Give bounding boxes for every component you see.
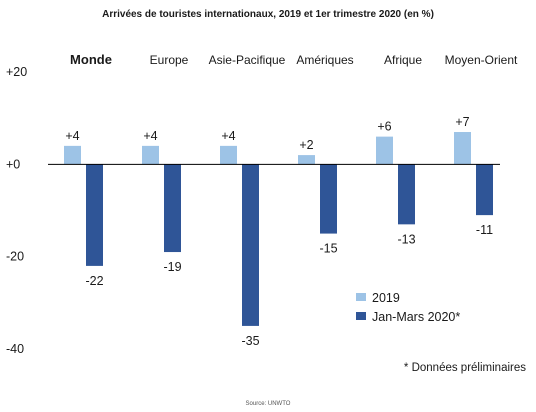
- y-tick-label: -20: [6, 250, 24, 264]
- data-labels: +4 +4 +4 +2 +6 +7 -22 -19 -35 -15 -13 -11: [65, 115, 493, 348]
- data-label: -13: [397, 232, 415, 246]
- chart-title: Arrivées de touristes internationaux, 20…: [102, 9, 434, 20]
- bar-2020: [476, 164, 493, 216]
- bar-2020: [242, 164, 259, 326]
- legend-label-2020: Jan-Mars 2020*: [372, 310, 460, 324]
- bar-2019: [64, 145, 81, 165]
- y-tick-label: +20: [6, 65, 27, 79]
- category-label: Amériques: [296, 53, 353, 67]
- y-tick-label: +0: [6, 157, 20, 171]
- data-label: -11: [476, 223, 493, 237]
- bar-2020: [164, 164, 181, 253]
- category-label: Europe: [150, 53, 189, 67]
- category-labels: Monde Europe Asie-Pacifique Amériques Afriqu…: [70, 52, 518, 67]
- legend: 2019 Jan-Mars 2020*: [356, 291, 460, 324]
- legend-label-2019: 2019: [372, 291, 400, 305]
- bar-2020: [86, 164, 103, 266]
- category-label: Afrique: [384, 53, 422, 67]
- data-label: -15: [319, 242, 337, 256]
- footnote: * Données préliminaires: [404, 362, 526, 374]
- bar-2019: [376, 136, 393, 165]
- legend-swatch-2019: [356, 293, 366, 301]
- category-label: Asie-Pacifique: [209, 53, 286, 67]
- bar-2019: [142, 145, 159, 165]
- data-label: +6: [377, 120, 391, 134]
- bar-2020: [398, 164, 415, 225]
- source-label: Source: UNWTO: [246, 401, 291, 407]
- data-label: +2: [299, 138, 313, 152]
- bar-2019: [454, 132, 471, 165]
- data-label: -19: [163, 260, 181, 274]
- data-label: +4: [65, 129, 79, 143]
- y-tick-label: -40: [6, 342, 24, 356]
- category-label: Monde: [70, 52, 112, 67]
- data-label: +4: [221, 129, 235, 143]
- bar-2020: [320, 164, 337, 234]
- y-axis: +20 +0 -20 -40: [6, 65, 27, 356]
- data-label: -22: [85, 274, 103, 288]
- legend-swatch-2020: [356, 312, 366, 320]
- bar-2019: [220, 145, 237, 165]
- bar-2019: [298, 155, 315, 165]
- bars: [64, 132, 493, 326]
- data-label: -35: [241, 334, 259, 348]
- data-label: +7: [455, 115, 469, 129]
- category-label: Moyen-Orient: [445, 53, 518, 67]
- data-label: +4: [143, 129, 157, 143]
